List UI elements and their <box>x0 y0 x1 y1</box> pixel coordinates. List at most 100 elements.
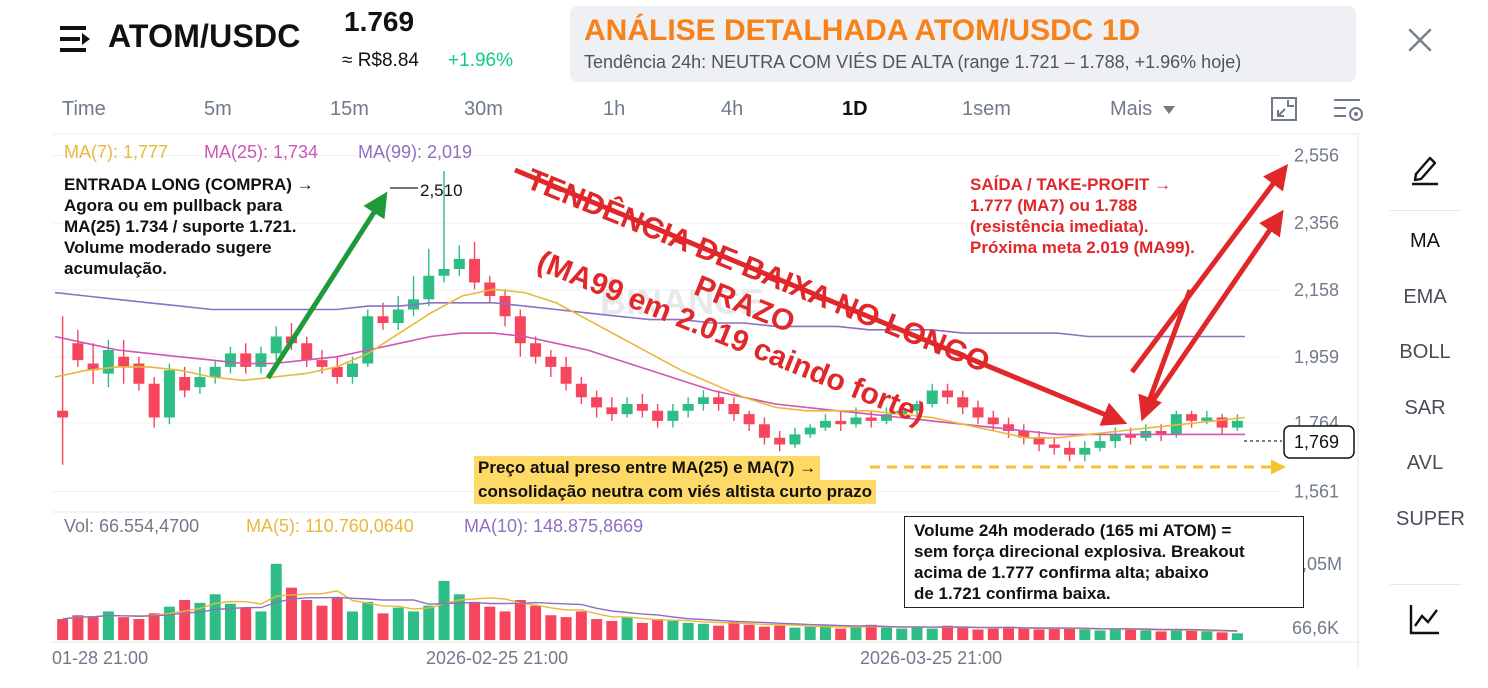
exit-line: SAÍDA / TAKE-PROFIT → <box>970 175 1172 194</box>
fullscreen-icon[interactable] <box>1270 96 1300 124</box>
candle-body <box>316 360 328 367</box>
candle-body <box>911 404 923 411</box>
ma7-line <box>54 288 1246 439</box>
volume-bar <box>835 628 847 640</box>
candle-body <box>774 437 786 445</box>
candle-body <box>57 410 69 418</box>
target-arrow-2 <box>1138 289 1193 422</box>
tab-30m[interactable]: 30m <box>464 98 503 120</box>
volume-bar <box>896 628 908 640</box>
candle-body <box>1155 431 1167 435</box>
volume-bar <box>316 605 328 640</box>
volume-bar <box>163 606 175 640</box>
candle-body <box>1048 444 1060 448</box>
volume-bar <box>1079 629 1091 640</box>
candle-body <box>728 404 740 415</box>
caret-down-icon <box>1162 105 1175 114</box>
volume-bar <box>255 611 267 640</box>
volume-bar <box>880 627 892 640</box>
menu-icon[interactable] <box>60 24 92 54</box>
candle-body <box>301 343 313 361</box>
volume-bar <box>194 602 206 640</box>
entry-line: MA(25) 1.734 / suporte 1.721. <box>64 217 297 236</box>
candle-body <box>621 404 633 415</box>
last-price: 1.769 <box>344 6 415 37</box>
candle-body <box>423 275 435 300</box>
candle-body <box>347 363 358 377</box>
tab-15m[interactable]: 15m <box>330 98 369 120</box>
indicator-boll[interactable]: BOLL <box>1399 341 1451 363</box>
volume-bar <box>453 594 465 640</box>
tab-5m[interactable]: 5m <box>204 98 232 120</box>
candle-body <box>591 397 603 408</box>
volume-bar <box>301 600 313 640</box>
volume-note-line: acima de 1.777 confirma alta; abaixo <box>914 563 1209 582</box>
price-grid <box>52 133 1360 668</box>
volume-bar <box>438 580 450 640</box>
volume-note-box: Volume 24h moderado (165 mi ATOM) = sem … <box>904 516 1304 608</box>
indicator-avl[interactable]: AVL <box>1406 452 1444 474</box>
settings-icon[interactable] <box>1332 96 1366 124</box>
entry-line: ENTRADA LONG (COMPRA) → <box>64 175 314 194</box>
tab-4h[interactable]: 4h <box>721 98 744 120</box>
candle-body <box>1094 441 1106 448</box>
candle-body <box>682 404 694 411</box>
volume-bar <box>118 617 130 640</box>
indicator-ema[interactable]: EMA <box>1403 286 1447 308</box>
volume-bar <box>804 626 816 640</box>
candle-body <box>835 420 847 425</box>
volume-bar <box>1125 629 1137 640</box>
volume-bar <box>774 625 786 640</box>
x-tick-3: 2026-03-25 21:00 <box>860 648 1002 668</box>
indicator-super[interactable]: SUPER <box>1396 508 1465 530</box>
price-change: +1.96% <box>448 50 513 71</box>
volume-bar <box>575 611 587 640</box>
volume-bar <box>652 619 664 640</box>
candle-body <box>118 356 130 367</box>
candle-body <box>163 370 175 418</box>
y-tick-label: 1,561 <box>1294 481 1339 501</box>
entry-line: Agora ou em pullback para <box>64 196 283 215</box>
indicator-sar[interactable]: SAR <box>1404 397 1446 419</box>
candle-body <box>194 377 206 388</box>
volume-bar <box>1064 627 1076 640</box>
volume-bar <box>285 587 297 640</box>
pair-title[interactable]: ATOM/USDC <box>108 18 301 54</box>
pencil-icon[interactable] <box>1410 152 1440 186</box>
candle-body <box>362 316 374 364</box>
candle-body <box>179 377 191 391</box>
close-icon[interactable] <box>1402 22 1438 58</box>
tab-1h[interactable]: 1h <box>603 98 626 120</box>
candle-body <box>392 309 404 323</box>
candle-body <box>1216 417 1228 428</box>
chart-line-icon[interactable] <box>1408 602 1442 636</box>
volume-bar <box>560 617 572 640</box>
volume-ma10-line <box>62 596 1238 632</box>
candle-body <box>789 434 801 445</box>
indicator-ma[interactable]: MA <box>1410 230 1440 252</box>
candle-body <box>987 417 999 425</box>
legend-vol-ma5: MA(5): 110.760,0640 <box>246 516 414 536</box>
banner-title: ANÁLISE DETALHADA ATOM/USDC 1D <box>584 14 1141 47</box>
candle-body <box>1033 437 1045 445</box>
tab-mais[interactable]: Mais <box>1110 98 1176 121</box>
volume-bar <box>972 629 984 640</box>
volume-bar <box>1155 631 1167 640</box>
y-tick-label: 2,356 <box>1294 213 1339 233</box>
candle-body <box>865 417 877 421</box>
candle-body <box>270 336 282 354</box>
tab-1sem[interactable]: 1sem <box>962 98 1011 120</box>
entry-arrow <box>265 191 388 380</box>
x-tick-2: 2026-02-25 21:00 <box>426 648 568 668</box>
candle-body <box>957 397 969 408</box>
ma99-line <box>54 291 1245 338</box>
watermark: BINANCE <box>600 281 764 322</box>
volume-bar <box>469 601 481 640</box>
volume-bar <box>1003 626 1015 640</box>
tab-time[interactable]: Time <box>62 98 106 120</box>
candle-body <box>438 269 450 276</box>
candle-body <box>850 417 862 425</box>
tab-1d[interactable]: 1D <box>842 98 868 120</box>
volume-bar <box>667 620 679 640</box>
